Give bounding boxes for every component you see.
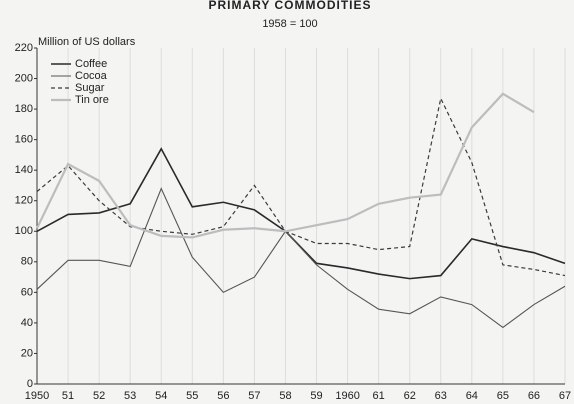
x-tick-label: 52 bbox=[93, 390, 105, 402]
x-tick-label: 61 bbox=[373, 390, 385, 402]
y-tick-label: 0 bbox=[27, 378, 33, 390]
series-line bbox=[36, 96, 566, 277]
y-tick-label: 140 bbox=[15, 164, 33, 176]
y-tick-label: 180 bbox=[15, 103, 33, 115]
x-tick-label: 57 bbox=[248, 390, 260, 402]
legend-label: Tin ore bbox=[75, 94, 109, 106]
x-tick-label: 1960 bbox=[335, 390, 359, 402]
x-tick-label: 64 bbox=[466, 390, 478, 402]
x-tick-label: 58 bbox=[279, 390, 291, 402]
y-tick-label: 60 bbox=[21, 286, 33, 298]
x-tick-label: 59 bbox=[310, 390, 322, 402]
legend-label: Sugar bbox=[75, 82, 105, 94]
legend-label: Coffee bbox=[75, 58, 107, 70]
y-tick-label: 200 bbox=[15, 72, 33, 84]
series-line bbox=[36, 187, 566, 329]
y-tick-label: 160 bbox=[15, 134, 33, 146]
x-tick-label: 62 bbox=[404, 390, 416, 402]
series-line bbox=[36, 92, 535, 239]
chart-title: PRIMARY COMMODITIES bbox=[208, 0, 371, 12]
y-tick-label: 220 bbox=[15, 42, 33, 54]
y-axis-label: Million of US dollars bbox=[38, 36, 136, 48]
y-tick-label: 80 bbox=[21, 256, 33, 268]
y-tick-label: 120 bbox=[15, 195, 33, 207]
legend-label: Cocoa bbox=[75, 70, 108, 82]
series-line bbox=[36, 147, 566, 280]
y-tick-label: 40 bbox=[21, 317, 33, 329]
x-tick-label: 66 bbox=[528, 390, 540, 402]
x-tick-label: 63 bbox=[435, 390, 447, 402]
x-tick-label: 53 bbox=[124, 390, 136, 402]
y-tick-label: 100 bbox=[15, 225, 33, 237]
y-tick-label: 20 bbox=[21, 347, 33, 359]
x-tick-label: 54 bbox=[155, 390, 167, 402]
x-tick-label: 51 bbox=[62, 390, 74, 402]
x-tick-label: 65 bbox=[497, 390, 509, 402]
x-tick-label: 55 bbox=[186, 390, 198, 402]
chart-subtitle: 1958 = 100 bbox=[262, 18, 317, 30]
x-tick-label: 1950 bbox=[25, 390, 49, 402]
x-tick-label: 67 bbox=[559, 390, 571, 402]
x-tick-label: 56 bbox=[217, 390, 229, 402]
